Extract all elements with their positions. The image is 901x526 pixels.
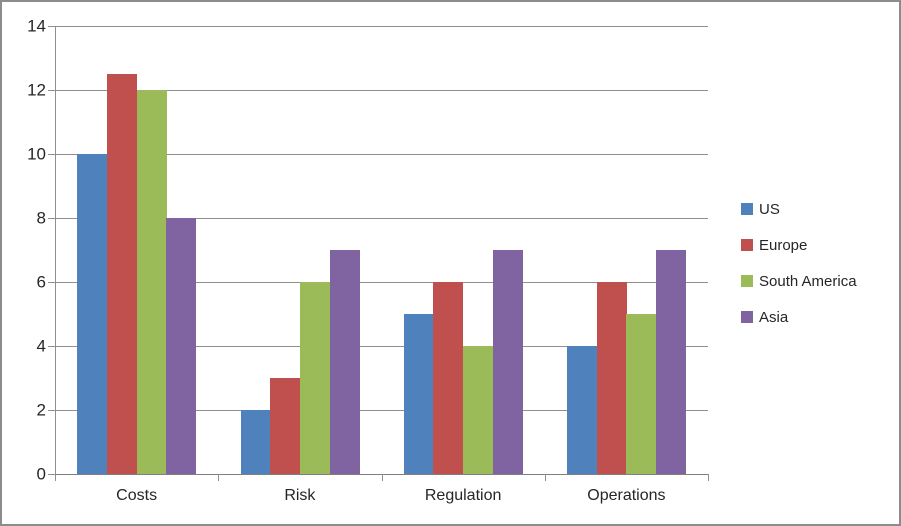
y-axis-label: 10	[27, 144, 46, 164]
x-axis-label-operations: Operations	[587, 487, 666, 504]
legend-item-south-america[interactable]: South America	[741, 271, 857, 291]
y-axis-tick	[48, 346, 55, 347]
bar-south-america-operations[interactable]	[626, 314, 657, 474]
y-axis-label: 12	[27, 80, 46, 100]
bar-asia-costs[interactable]	[166, 218, 197, 474]
legend-swatch-icon	[741, 275, 753, 287]
legend-swatch-icon	[741, 203, 753, 215]
y-axis-label: 14	[27, 16, 46, 36]
gridline	[55, 26, 708, 27]
gridline	[55, 154, 708, 155]
bar-us-operations[interactable]	[567, 346, 597, 474]
bar-us-regulation[interactable]	[403, 314, 434, 474]
legend-label: South America	[759, 272, 857, 290]
legend-label: Asia	[759, 308, 789, 326]
bar-europe-regulation[interactable]	[433, 282, 464, 474]
gridline	[55, 346, 708, 347]
y-axis-label: 2	[36, 400, 46, 420]
legend-label: US	[759, 200, 780, 218]
bar-asia-operations[interactable]	[656, 250, 687, 474]
y-axis-line	[55, 26, 56, 481]
legend-label: Europe	[759, 236, 808, 254]
bar-europe-risk[interactable]	[270, 378, 301, 474]
bar-south-america-regulation[interactable]	[463, 346, 494, 474]
bar-us-risk[interactable]	[240, 410, 271, 474]
x-axis-label-regulation: Regulation	[424, 487, 502, 504]
legend-swatch-icon	[741, 239, 753, 251]
bar-asia-risk[interactable]	[329, 250, 360, 474]
gridline	[55, 410, 708, 411]
x-axis-tick	[381, 474, 383, 481]
x-axis-tick	[708, 474, 709, 481]
y-axis-label: 0	[36, 464, 46, 484]
x-axis-label-costs: Costs	[116, 487, 158, 504]
gridline	[55, 282, 708, 283]
bar-europe-costs[interactable]	[106, 74, 137, 474]
y-axis-label: 8	[36, 208, 46, 228]
y-axis-tick	[48, 410, 55, 411]
x-axis-tick	[544, 474, 546, 481]
bar-south-america-risk[interactable]	[299, 282, 330, 474]
x-axis-tick	[55, 474, 56, 481]
y-axis-tick	[48, 218, 55, 219]
legend-swatch-icon	[741, 311, 753, 323]
legend-item-us[interactable]: US	[741, 199, 780, 219]
legend-item-europe[interactable]: Europe	[741, 235, 807, 255]
bar-europe-operations[interactable]	[596, 282, 627, 474]
y-axis-tick	[48, 474, 55, 475]
y-axis-label: 6	[36, 272, 46, 292]
bar-us-costs[interactable]	[77, 154, 108, 474]
legend-item-asia[interactable]: Asia	[741, 307, 788, 327]
y-axis-tick	[48, 90, 55, 91]
x-axis-label-risk: Risk	[284, 487, 316, 504]
bar-south-america-costs[interactable]	[136, 90, 167, 474]
y-axis-label: 4	[36, 336, 46, 356]
bar-asia-regulation[interactable]	[492, 250, 523, 474]
gridline	[55, 218, 708, 219]
gridline	[55, 90, 708, 91]
y-axis-tick	[48, 154, 55, 155]
y-axis-tick	[48, 282, 55, 283]
x-axis-tick	[218, 474, 220, 481]
y-axis-tick	[48, 26, 55, 27]
